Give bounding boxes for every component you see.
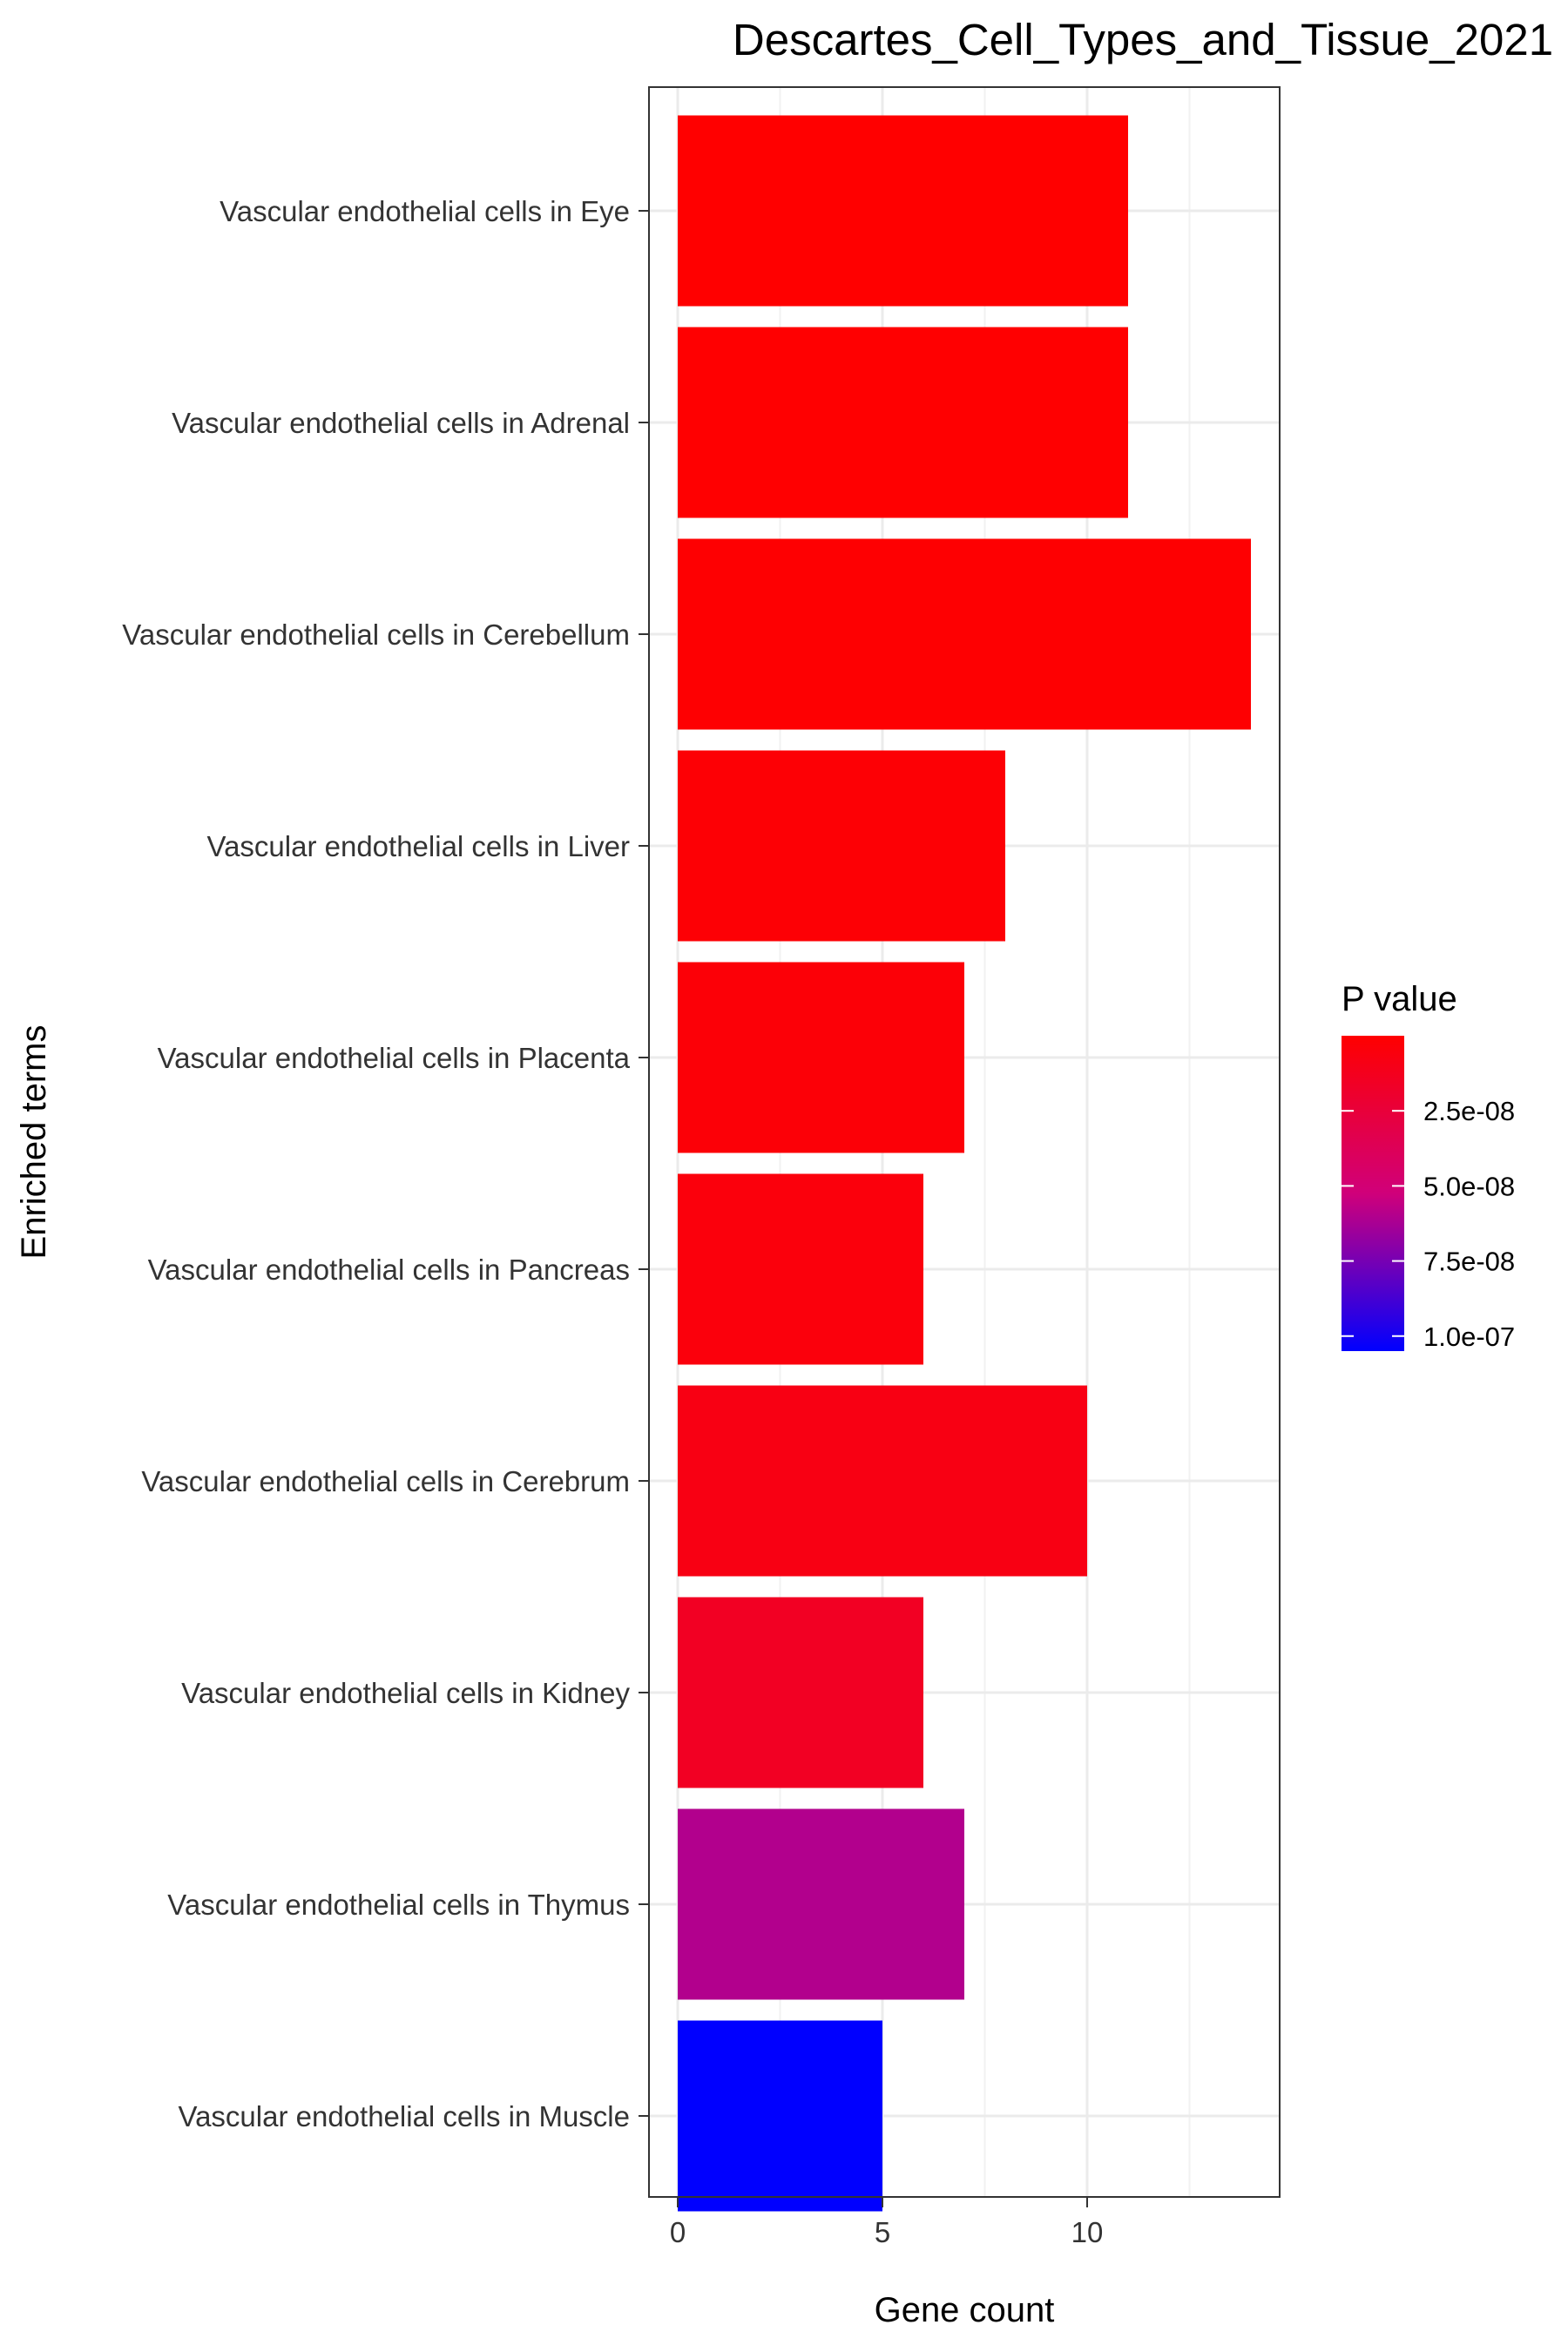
- y-tick-label: Vascular endothelial cells in Liver: [207, 830, 630, 862]
- color-legend: P value 2.5e-08 5.0e-08 7.5e-08 1.0e-07: [1342, 980, 1515, 1352]
- y-tick-label: Vascular endothelial cells in Cerebellum: [122, 618, 630, 651]
- y-tick-label: Vascular endothelial cells in Cerebrum: [141, 1465, 630, 1497]
- panel-border: [648, 86, 1281, 2198]
- legend-tick-label: 5.0e-08: [1423, 1171, 1515, 1201]
- y-tick-label: Vascular endothelial cells in Eye: [220, 195, 630, 227]
- x-tick-label: 5: [875, 2216, 890, 2248]
- y-axis: Vascular endothelial cells in Eye Vascula…: [122, 195, 649, 2132]
- legend-tick-label: 1.0e-07: [1423, 1321, 1515, 1352]
- x-tick-label: 10: [1071, 2216, 1104, 2248]
- bar: [678, 750, 1005, 942]
- y-tick-label: Vascular endothelial cells in Pancreas: [148, 1254, 630, 1286]
- bar: [678, 115, 1128, 307]
- y-tick-label: Vascular endothelial cells in Muscle: [179, 2100, 630, 2132]
- legend-tick-label: 2.5e-08: [1423, 1096, 1515, 1126]
- x-axis: 0 5 10: [670, 2197, 1104, 2248]
- bar: [678, 2020, 882, 2212]
- x-axis-title: Gene count: [875, 2291, 1055, 2329]
- legend-colorbar: [1342, 1036, 1404, 1351]
- legend-ticks: 2.5e-08 5.0e-08 7.5e-08 1.0e-07: [1342, 1096, 1515, 1352]
- bar: [678, 1597, 923, 1788]
- bar: [678, 1173, 923, 1365]
- bar: [678, 1808, 964, 2000]
- y-tick-label: Vascular endothelial cells in Thymus: [167, 1889, 630, 1921]
- y-tick-label: Vascular endothelial cells in Adrenal: [172, 407, 630, 439]
- legend-title: P value: [1342, 980, 1457, 1018]
- plot-panel: [648, 86, 1281, 2212]
- bar: [678, 1385, 1087, 1577]
- bars: [678, 115, 1251, 2212]
- x-tick-label: 0: [670, 2216, 686, 2248]
- y-axis-title: Enriched terms: [15, 1025, 53, 1260]
- chart-title: Descartes_Cell_Types_and_Tissue_2021: [733, 15, 1553, 64]
- bar: [678, 327, 1128, 518]
- legend-tick-label: 7.5e-08: [1423, 1247, 1515, 1277]
- y-tick-label: Vascular endothelial cells in Kidney: [181, 1677, 630, 1709]
- bar: [678, 538, 1251, 730]
- bar: [678, 962, 964, 1153]
- y-tick-label: Vascular endothelial cells in Placenta: [158, 1042, 631, 1074]
